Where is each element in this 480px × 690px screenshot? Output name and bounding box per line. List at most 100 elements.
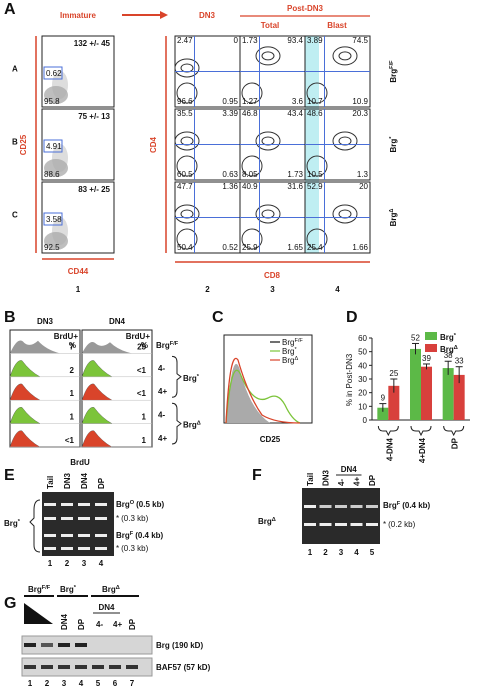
value-label: 33 xyxy=(455,357,464,366)
brdu-value: <1 xyxy=(137,389,147,398)
band xyxy=(78,503,90,506)
band-label: * (0.3 kb) xyxy=(116,544,149,553)
arrow-head xyxy=(160,11,168,19)
histogram xyxy=(9,407,41,424)
label-size: (0.3 kb) xyxy=(121,544,148,553)
contour xyxy=(255,131,281,151)
quadrant-value: 3.39 xyxy=(222,109,238,118)
quadrant-value: 0.52 xyxy=(222,243,238,252)
genotype: BrgF/F xyxy=(389,60,398,83)
label-base: Brg xyxy=(282,338,294,347)
label-sup: Δ xyxy=(294,356,298,362)
bar xyxy=(388,385,400,420)
band xyxy=(319,505,332,508)
histogram xyxy=(9,383,41,401)
band-label: BrgO (0.5 kb) xyxy=(116,500,164,509)
contour xyxy=(255,204,281,224)
label-sup: F/F xyxy=(170,341,179,347)
histogram xyxy=(9,430,41,448)
band xyxy=(95,534,107,537)
lane-label: DN4 xyxy=(80,472,89,489)
lane-label: DP xyxy=(77,618,86,630)
gate-value: 3.58 xyxy=(46,215,62,224)
header: Post-DN3 xyxy=(287,4,324,13)
axis-label: % in Post-DN3 xyxy=(345,353,354,406)
gel xyxy=(302,488,380,544)
label-sup: Δ xyxy=(389,209,395,213)
histogram xyxy=(10,340,60,354)
lane-label: DN3 xyxy=(322,469,331,486)
band xyxy=(58,643,70,647)
dot-cloud xyxy=(52,217,68,245)
lane-number: 4 xyxy=(99,559,104,568)
header: BrdU+ xyxy=(54,332,79,341)
quadrant-value: 1.36 xyxy=(222,182,238,191)
brdu-value: 2 xyxy=(70,366,75,375)
bar xyxy=(410,348,421,420)
lane-label: DN4 xyxy=(98,603,115,612)
label-sup: * xyxy=(74,585,77,591)
contour xyxy=(338,136,352,146)
quadrant-value: 10.9 xyxy=(352,97,368,106)
quadrant-value: 10.5 xyxy=(307,170,323,179)
band xyxy=(304,523,316,526)
value-label: 9 xyxy=(381,394,386,403)
row-label: 4+ xyxy=(158,434,167,443)
gel xyxy=(42,492,114,556)
plot-frame xyxy=(41,108,115,181)
histogram xyxy=(226,363,270,423)
brdu-value: <1 xyxy=(137,366,147,375)
lane-label: DP xyxy=(97,477,106,489)
label-sup: F/F xyxy=(389,60,395,69)
histogram xyxy=(81,407,113,424)
group-label: BrgΔ xyxy=(183,421,201,430)
axis-label: CD8 xyxy=(264,271,281,280)
lane-number: 1 xyxy=(48,559,53,568)
quadrant-value: 0 xyxy=(234,36,239,45)
legend-entry: BrgΔ xyxy=(440,345,458,354)
lane-number: 4 xyxy=(79,679,84,688)
contour xyxy=(338,51,352,61)
panel-label: C xyxy=(212,309,224,326)
legend-entry: Brg* xyxy=(440,333,457,342)
label-base: * xyxy=(116,514,119,523)
contour xyxy=(261,209,275,219)
quadrant-value: 35.5 xyxy=(177,109,193,118)
label-sup: Δ xyxy=(197,421,201,427)
genotype: BrgΔ xyxy=(102,585,120,594)
dot-cloud xyxy=(44,159,68,177)
contour xyxy=(332,46,358,66)
header: Total xyxy=(261,21,280,30)
contour xyxy=(332,131,358,151)
x-tick-label: DP xyxy=(451,437,460,449)
lane-label: DN4 xyxy=(341,465,358,474)
quadrant-value: 3.89 xyxy=(307,36,323,45)
y-tick-label: 30 xyxy=(358,375,367,384)
bar xyxy=(453,374,465,420)
contour xyxy=(176,82,198,104)
row-label: B xyxy=(12,138,18,147)
bracket xyxy=(410,425,432,437)
quadrant-value: 1.27 xyxy=(242,97,258,106)
lane-label: DP xyxy=(128,618,137,630)
gate-value: 0.62 xyxy=(46,69,62,78)
error-bar xyxy=(444,360,452,375)
label-base: Brg xyxy=(183,374,197,383)
band xyxy=(95,503,107,506)
quadrant-value: 25.9 xyxy=(242,243,258,252)
histogram xyxy=(225,369,301,424)
band xyxy=(44,517,56,520)
histogram xyxy=(81,430,113,448)
lane-label: Tail xyxy=(46,476,55,489)
band xyxy=(24,665,36,669)
lane-number: 2 xyxy=(65,559,70,568)
label-sup: * xyxy=(389,136,395,139)
header: DN3 xyxy=(199,11,216,20)
label-sup: F xyxy=(130,531,134,537)
band xyxy=(44,534,56,537)
band-label: * (0.2 kb) xyxy=(383,520,416,529)
legend-swatch xyxy=(425,344,437,352)
axis-label: BrdU xyxy=(70,458,90,467)
panel-label: E xyxy=(4,467,15,484)
error-bar xyxy=(423,363,430,370)
